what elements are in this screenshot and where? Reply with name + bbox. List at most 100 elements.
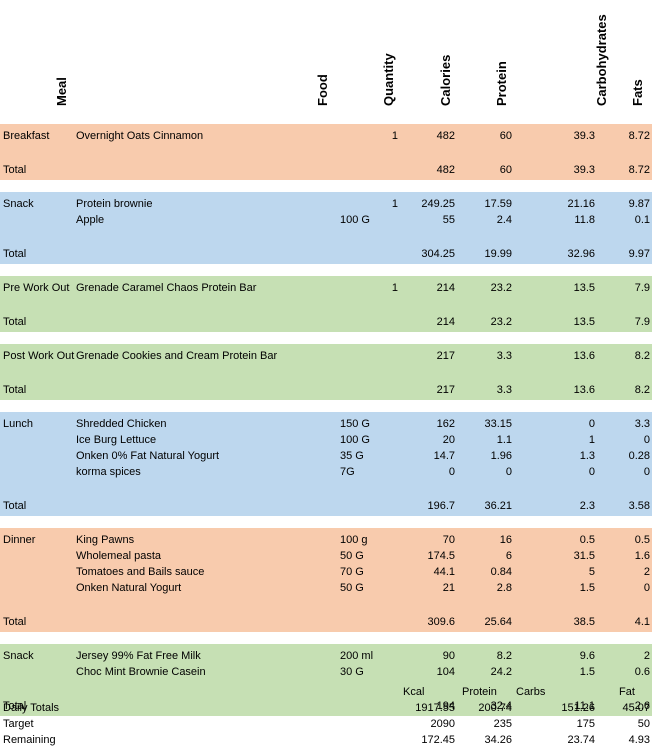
meal-section <box>0 276 652 332</box>
calories-value: 70 <box>442 534 455 546</box>
fats-value: 0.28 <box>628 450 650 462</box>
meal-label: Lunch <box>3 418 33 430</box>
summary-protein: 200.74 <box>478 702 512 714</box>
carbs-value: 0 <box>588 418 595 430</box>
total-carbs: 39.3 <box>573 164 595 176</box>
food-name: King Pawns <box>76 534 135 546</box>
summary-row-target: Target 2090 235 175 50 <box>0 716 652 732</box>
total-calories: 309.6 <box>427 616 455 628</box>
table-row: Lunch Shredded Chicken 150 G 162 33.15 0 3.3 <box>0 416 652 432</box>
fats-value: 9.87 <box>628 198 650 210</box>
protein-value: 2.8 <box>496 582 512 594</box>
summary-carbs: 175 <box>576 718 595 730</box>
fats-value: 0.6 <box>634 666 650 678</box>
food-unit: 70 G <box>340 566 364 578</box>
food-name: Choc Mint Brownie Casein <box>76 666 206 678</box>
food-name: Ice Burg Lettuce <box>76 434 157 446</box>
summary-row-remaining: Remaining 172.45 34.26 23.74 4.93 <box>0 732 652 748</box>
fats-value: 0.1 <box>634 214 650 226</box>
food-name: Apple <box>76 214 105 226</box>
calories-value: 55 <box>442 214 455 226</box>
fats-value: 0 <box>643 466 650 478</box>
food-name: Overnight Oats Cinnamon <box>76 130 204 142</box>
total-fats: 9.97 <box>628 248 650 260</box>
header-meal: Meal <box>54 77 69 106</box>
summary-row-label: Daily Totals <box>3 702 60 714</box>
protein-value: 2.4 <box>496 214 512 226</box>
table-row: Wholemeal pasta 50 G 174.5 6 31.5 1.6 <box>0 548 652 564</box>
total-label: Total <box>3 248 27 260</box>
summary-label-kcal: Kcal <box>403 686 425 698</box>
food-unit: 35 G <box>340 450 364 462</box>
food-name: Grenade Cookies and Cream Protein Bar <box>76 350 278 362</box>
total-protein: 32.4 <box>490 700 512 712</box>
table-row: Snack Jersey 99% Fat Free Milk 200 ml 90 8.2… <box>0 648 652 664</box>
protein-value: 16 <box>499 534 512 546</box>
summary-row-label: Target <box>3 718 34 730</box>
food-name: Grenade Caramel Chaos Protein Bar <box>76 282 257 294</box>
protein-value: 1.96 <box>490 450 512 462</box>
protein-value: 6 <box>505 550 512 562</box>
summary-labels-row: Kcal Protein Carbs Fat <box>0 684 652 700</box>
calories-value: 162 <box>436 418 455 430</box>
meal-section <box>0 344 652 400</box>
total-row: Total 482 60 39.3 8.72 <box>0 162 652 178</box>
quantity-value: 1 <box>391 282 398 294</box>
summary-label-protein: Protein <box>462 686 497 698</box>
summary-carbs: 151.26 <box>561 702 595 714</box>
protein-value: 33.15 <box>484 418 512 430</box>
calories-value: 174.5 <box>427 550 455 562</box>
total-label: Total <box>3 164 27 176</box>
total-carbs: 13.5 <box>573 316 595 328</box>
food-name: Jersey 99% Fat Free Milk <box>76 650 201 662</box>
food-unit: 7G <box>340 466 355 478</box>
food-unit: 100 G <box>340 214 370 226</box>
table-row: Onken Natural Yogurt 50 G 21 2.8 1.5 0 <box>0 580 652 596</box>
table-row: Pre Work Out Grenade Caramel Chaos Protei… <box>0 280 652 296</box>
calories-value: 104 <box>436 666 455 678</box>
total-fats: 7.9 <box>634 316 650 328</box>
fats-value: 2 <box>643 650 650 662</box>
protein-value: 0 <box>505 466 512 478</box>
carbs-value: 13.5 <box>573 282 595 294</box>
summary-fat: 50 <box>637 718 650 730</box>
total-protein: 25.64 <box>484 616 512 628</box>
carbs-value: 13.6 <box>573 350 595 362</box>
food-name: Protein brownie <box>76 198 153 210</box>
fats-value: 0 <box>643 582 650 594</box>
table-row: Ice Burg Lettuce 100 G 20 1.1 1 0 <box>0 432 652 448</box>
meal-label: Snack <box>3 198 34 210</box>
meal-section <box>0 528 652 632</box>
meal-label: Post Work Out <box>3 350 75 362</box>
table-row: Breakfast Overnight Oats Cinnamon 1 482 60 39… <box>0 128 652 144</box>
total-carbs: 32.96 <box>567 248 595 260</box>
total-carbs: 11.1 <box>574 700 595 712</box>
column-headers: Meal Food Quantity Calories Protein Carb… <box>0 0 652 116</box>
calories-value: 20 <box>442 434 455 446</box>
total-row: Total 194 32.4 11.1 2.6 <box>0 698 652 714</box>
fats-value: 8.2 <box>634 350 650 362</box>
header-quantity: Quantity <box>381 53 396 106</box>
carbs-value: 9.6 <box>579 650 595 662</box>
total-fats: 8.72 <box>628 164 650 176</box>
table-row: korma spices 7G 0 0 0 0 <box>0 464 652 480</box>
table-row: Post Work Out Grenade Cookies and Cream P… <box>0 348 652 364</box>
table-row: Tomatoes and Bails sauce 70 G 44.1 0.84 5 2 <box>0 564 652 580</box>
fats-value: 3.3 <box>634 418 650 430</box>
summary-fat: 4.93 <box>628 734 650 746</box>
food-name: Wholemeal pasta <box>76 550 161 562</box>
food-name: Shredded Chicken <box>76 418 167 430</box>
total-calories: 217 <box>436 384 455 396</box>
carbs-value: 1.5 <box>579 666 595 678</box>
total-label: Total <box>3 700 27 712</box>
total-carbs: 38.5 <box>573 616 595 628</box>
calories-value: 90 <box>442 650 455 662</box>
summary-label-carbs: Carbs <box>516 686 546 698</box>
carbs-value: 1 <box>588 434 595 446</box>
food-name: Onken Natural Yogurt <box>76 582 182 594</box>
meal-label: Dinner <box>3 534 36 546</box>
summary-row-label: Remaining <box>3 734 56 746</box>
total-label: Total <box>3 500 27 512</box>
total-carbs: 2.3 <box>579 500 595 512</box>
calories-value: 14.7 <box>433 450 455 462</box>
